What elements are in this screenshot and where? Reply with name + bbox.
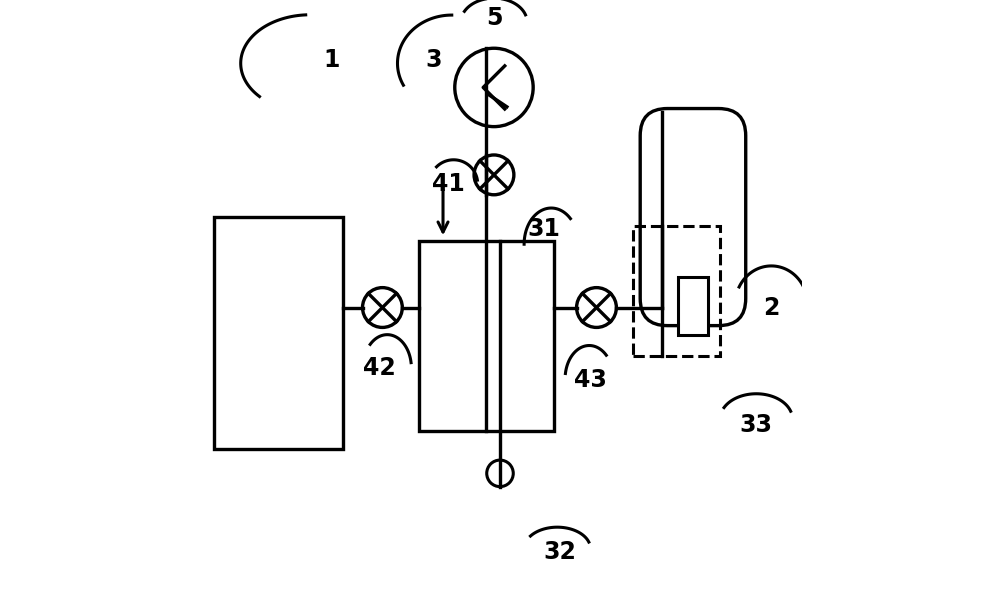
Text: 2: 2 bbox=[763, 295, 780, 320]
Text: 41: 41 bbox=[432, 172, 465, 196]
Text: 3: 3 bbox=[425, 48, 442, 72]
Bar bbox=[633, 226, 720, 356]
Bar bbox=[214, 217, 343, 449]
Text: 33: 33 bbox=[740, 413, 773, 437]
Text: 43: 43 bbox=[574, 368, 607, 392]
Text: 5: 5 bbox=[486, 6, 502, 30]
Bar bbox=[678, 277, 708, 335]
Text: 1: 1 bbox=[323, 48, 339, 72]
Text: 42: 42 bbox=[363, 356, 396, 380]
Text: 32: 32 bbox=[544, 540, 577, 564]
Bar bbox=[419, 241, 554, 431]
Text: 31: 31 bbox=[527, 217, 560, 241]
